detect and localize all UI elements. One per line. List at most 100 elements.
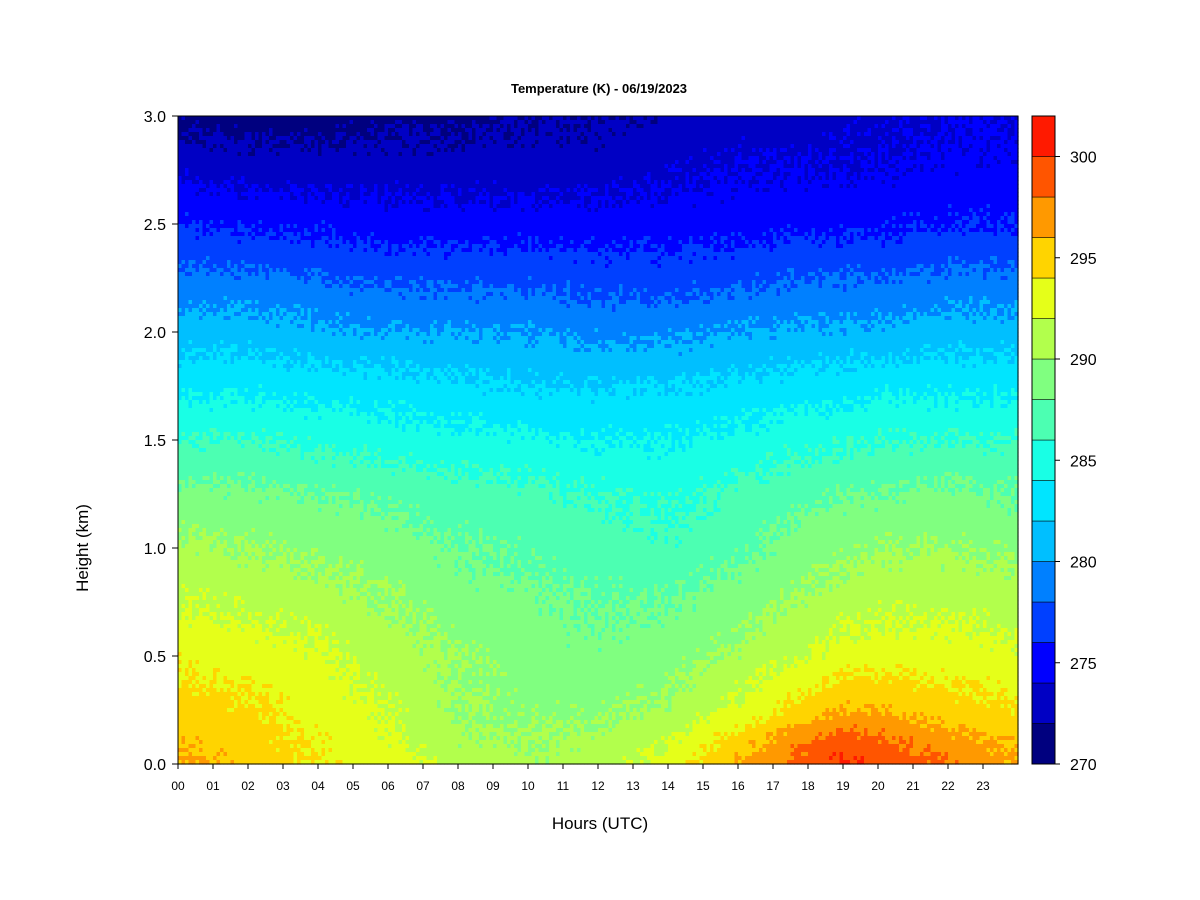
heatmap-cell	[182, 408, 186, 413]
heatmap-cell	[234, 684, 238, 689]
heatmap-cell	[245, 440, 249, 445]
heatmap-cell	[220, 396, 224, 401]
heatmap-cell	[245, 424, 249, 429]
heatmap-cell	[206, 364, 210, 369]
heatmap-cell	[217, 344, 221, 349]
heatmap-cell	[206, 516, 210, 521]
heatmap-cell	[248, 488, 252, 493]
heatmap-cell	[192, 648, 196, 653]
heatmap-cell	[189, 444, 193, 449]
heatmap-cell	[189, 476, 193, 481]
heatmap-cell	[199, 232, 203, 237]
heatmap-cell	[196, 304, 200, 309]
heatmap-cell	[196, 700, 200, 705]
heatmap-cell	[182, 724, 186, 729]
heatmap-cell	[192, 364, 196, 369]
heatmap-cell	[224, 600, 228, 605]
heatmap-cell	[217, 348, 221, 353]
heatmap-cell	[248, 296, 252, 301]
heatmap-cell	[238, 684, 242, 689]
heatmap-cell	[213, 352, 217, 357]
heatmap-cell	[213, 416, 217, 421]
heatmap-cell	[182, 168, 186, 173]
heatmap-cell	[234, 360, 238, 365]
heatmap-cell	[203, 624, 207, 629]
heatmap-cell	[248, 132, 252, 137]
heatmap-cell	[185, 152, 189, 157]
heatmap-cell	[245, 116, 249, 121]
heatmap-cell	[185, 488, 189, 493]
heatmap-cell	[220, 452, 224, 457]
heatmap-cell	[241, 344, 245, 349]
heatmap-cell	[178, 416, 182, 421]
heatmap-cell	[234, 460, 238, 465]
heatmap-cell	[210, 116, 214, 121]
heatmap-cell	[238, 468, 242, 473]
heatmap-cell	[178, 736, 182, 741]
heatmap-cell	[182, 284, 186, 289]
heatmap-cell	[196, 584, 200, 589]
heatmap-cell	[231, 416, 235, 421]
heatmap-cell	[231, 488, 235, 493]
heatmap-cell	[203, 248, 207, 253]
heatmap-cell	[245, 252, 249, 257]
heatmap-cell	[231, 544, 235, 549]
heatmap-cell	[178, 672, 182, 677]
heatmap-cell	[227, 696, 231, 701]
heatmap-cell	[227, 600, 231, 605]
heatmap-cell	[231, 236, 235, 241]
heatmap-cell	[234, 324, 238, 329]
heatmap-cell	[206, 524, 210, 529]
heatmap-cell	[224, 152, 228, 157]
heatmap-cell	[217, 468, 221, 473]
heatmap-cell	[227, 316, 231, 321]
heatmap-cell	[248, 324, 252, 329]
heatmap-cell	[245, 232, 249, 237]
heatmap-cell	[192, 268, 196, 273]
heatmap-cell	[192, 204, 196, 209]
heatmap-cell	[210, 300, 214, 305]
heatmap-cell	[220, 380, 224, 385]
heatmap-cell	[227, 240, 231, 245]
heatmap-cell	[210, 456, 214, 461]
heatmap-cell	[248, 304, 252, 309]
heatmap-cell	[210, 420, 214, 425]
heatmap-cell	[203, 196, 207, 201]
heatmap-cell	[245, 492, 249, 497]
heatmap-cell	[248, 384, 252, 389]
heatmap-cell	[248, 728, 252, 733]
heatmap-cell	[189, 300, 193, 305]
heatmap-cell	[245, 384, 249, 389]
heatmap-cell	[203, 400, 207, 405]
heatmap-cell	[217, 756, 221, 761]
heatmap-cell	[213, 740, 217, 745]
heatmap-cell	[206, 644, 210, 649]
heatmap-cell	[178, 380, 182, 385]
heatmap-cell	[206, 400, 210, 405]
heatmap-cell	[217, 420, 221, 425]
heatmap-cell	[234, 752, 238, 757]
heatmap-cell	[231, 496, 235, 501]
heatmap-cell	[203, 556, 207, 561]
heatmap-cell	[220, 344, 224, 349]
heatmap-cell	[189, 576, 193, 581]
heatmap-cell	[245, 196, 249, 201]
heatmap-cell	[220, 292, 224, 297]
heatmap-cell	[238, 516, 242, 521]
heatmap-cell	[210, 272, 214, 277]
heatmap-cell	[178, 632, 182, 637]
heatmap-cell	[189, 532, 193, 537]
heatmap-cell	[238, 492, 242, 497]
heatmap-cell	[217, 668, 221, 673]
heatmap-cell	[178, 120, 182, 125]
heatmap-cell	[224, 124, 228, 129]
heatmap-cell	[189, 488, 193, 493]
heatmap-cell	[234, 408, 238, 413]
heatmap-cell	[248, 248, 252, 253]
heatmap-cell	[224, 116, 228, 121]
heatmap-cell	[196, 500, 200, 505]
heatmap-cell	[213, 264, 217, 269]
heatmap-cell	[238, 144, 242, 149]
heatmap-cell	[189, 372, 193, 377]
heatmap-cell	[182, 440, 186, 445]
